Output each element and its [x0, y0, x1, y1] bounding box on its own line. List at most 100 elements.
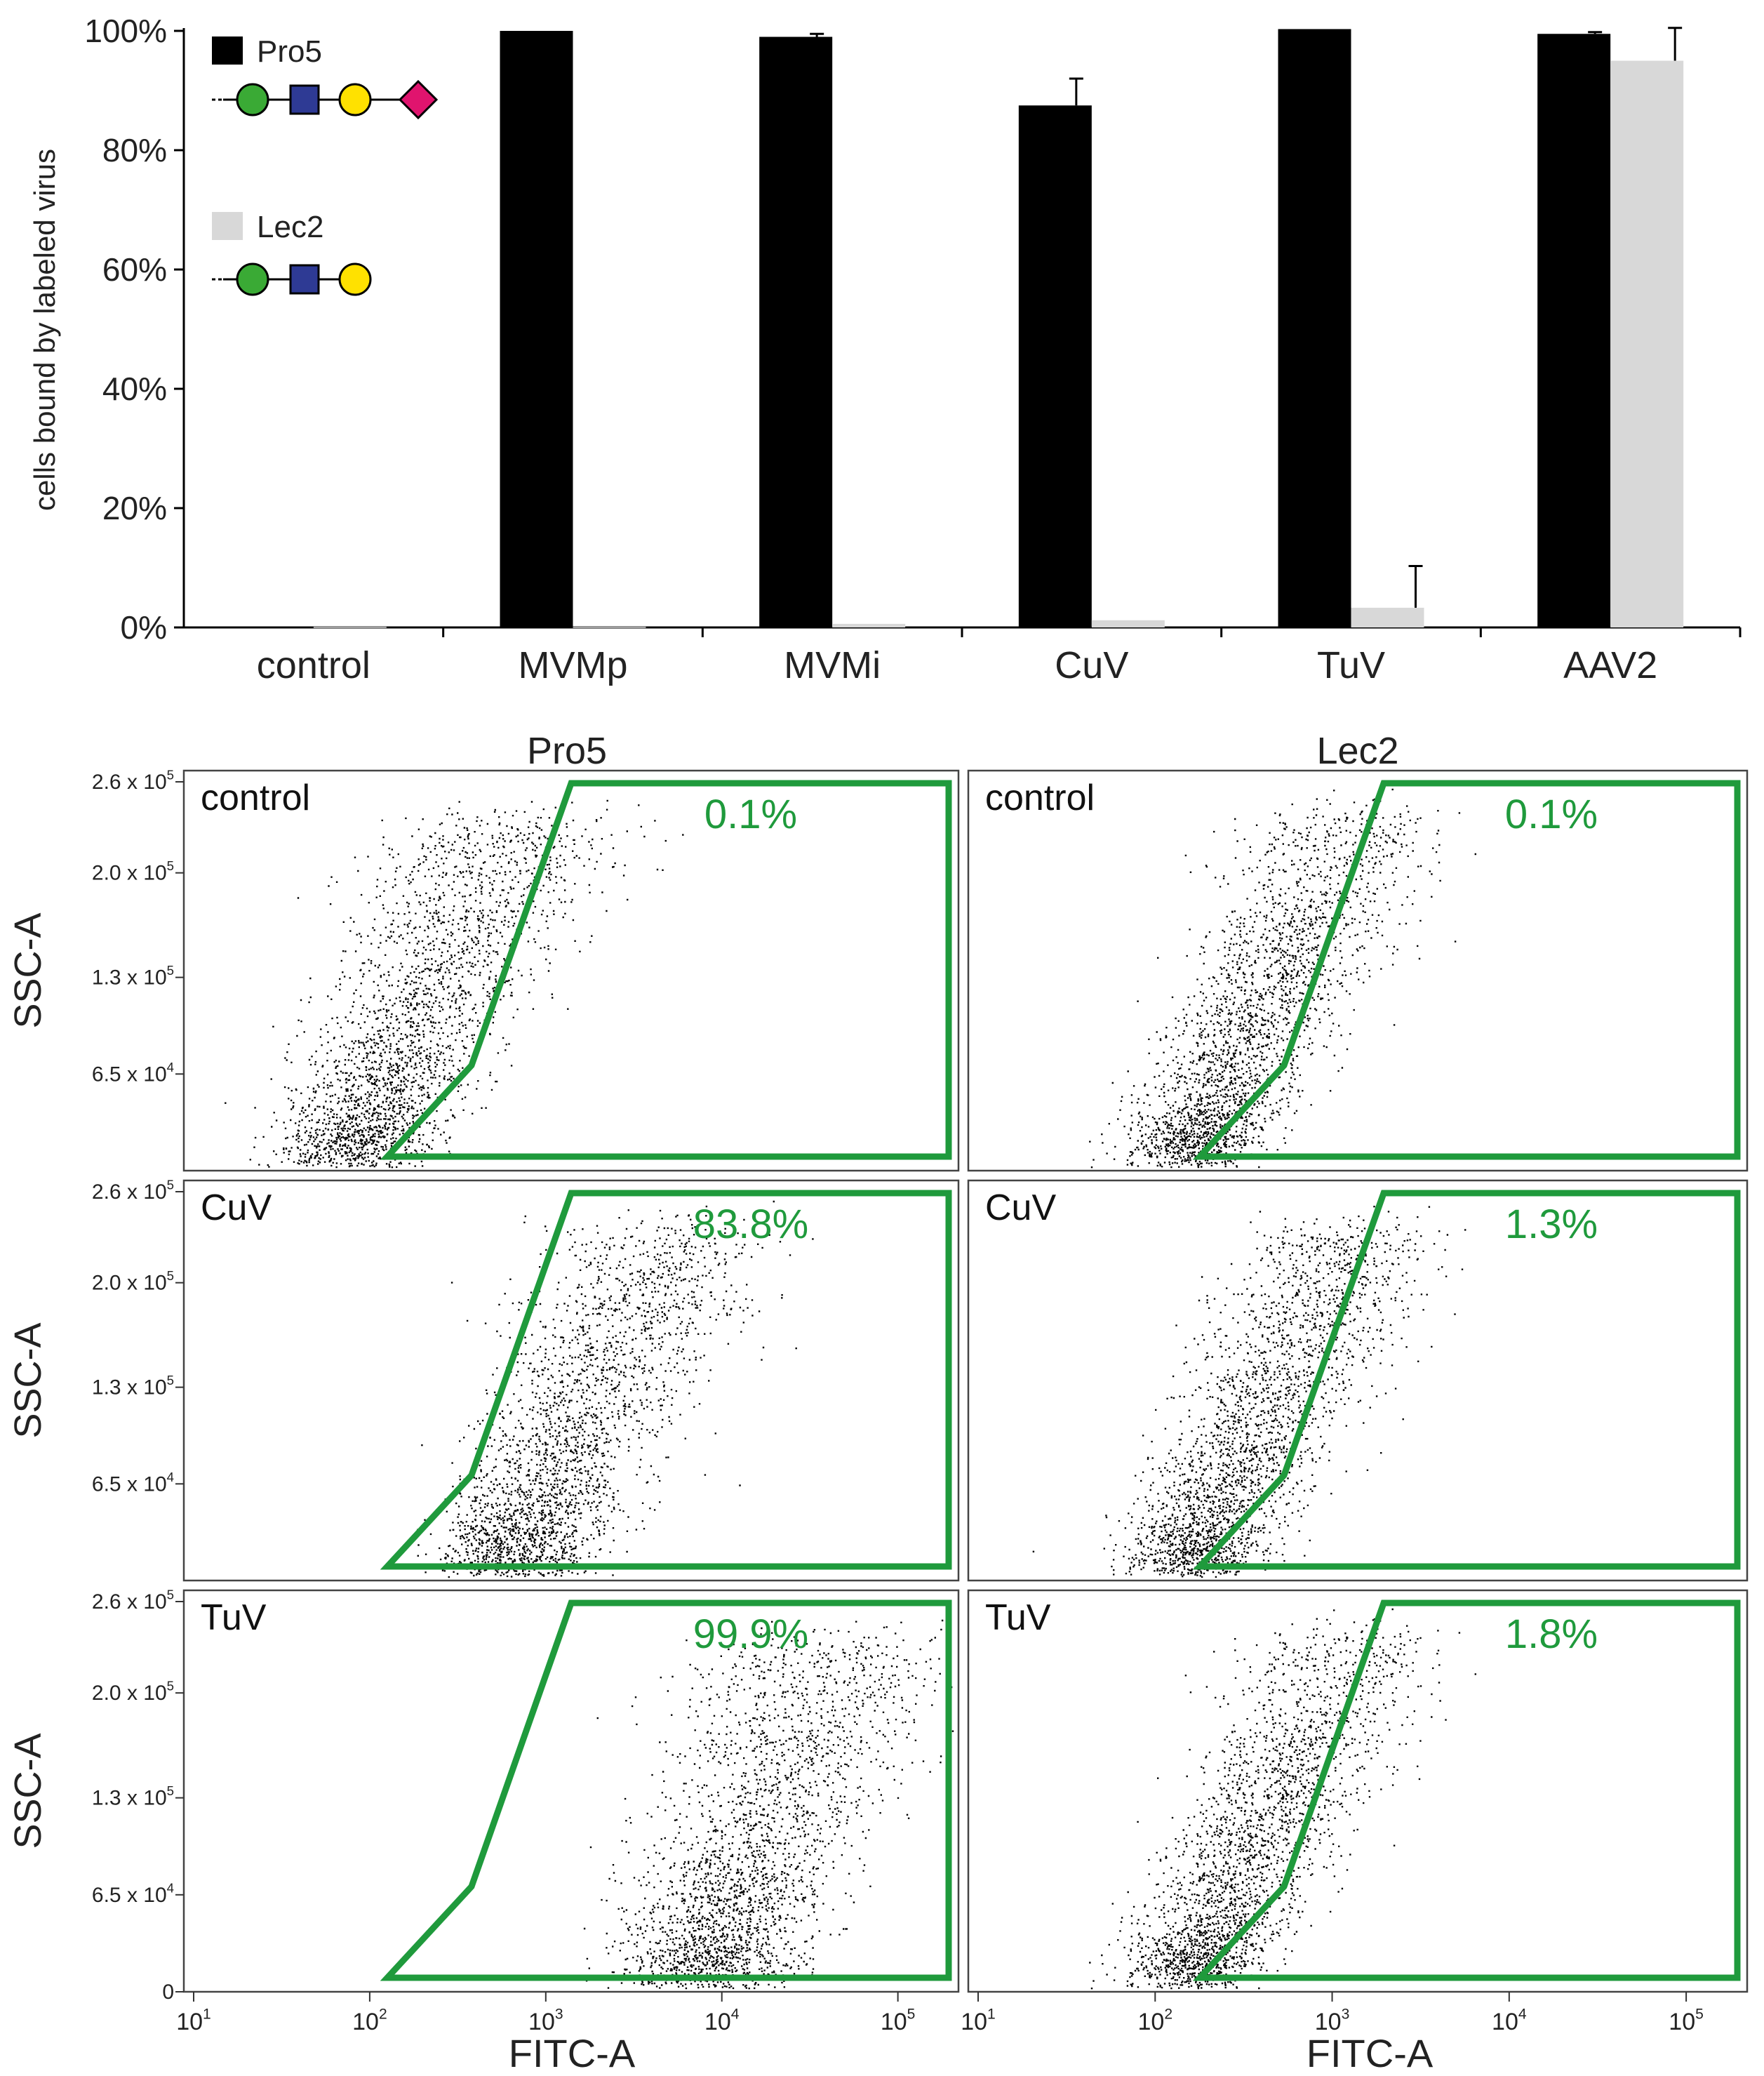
- flow-panel-frame: [967, 769, 1749, 1172]
- flow-y-tick-label: 2.0 x 105: [92, 1679, 174, 1705]
- bar-x-tick-label: TuV: [1317, 644, 1385, 686]
- gate-polygon: [380, 780, 952, 1160]
- gate-percent-label: 1.3%: [1505, 1202, 1598, 1247]
- flow-panel-frame: [182, 1179, 960, 1582]
- flow-y-tick-label: 1.3 x 105: [92, 1783, 174, 1810]
- flow-panels: 0.1% control 0.1% control 83.8% CuV 1.3% CuV 99.…: [182, 769, 1749, 1993]
- column-title-pro5: Pro5: [527, 730, 607, 772]
- glucose-circle-icon: [236, 83, 269, 117]
- lec2-glycan-icon: [212, 262, 372, 296]
- flow-y-tick-label: 6.5 x 104: [92, 1060, 174, 1086]
- flow-y-tick-label: 1.3 x 105: [92, 1373, 174, 1399]
- bar-pro5-control: [240, 627, 314, 628]
- bar-lec2-mvmp: [573, 627, 646, 628]
- glucose-circle-icon: [236, 262, 269, 296]
- bar-marks: [240, 27, 1684, 628]
- flow-panel-control-pro5: 0.1% control: [182, 769, 960, 1172]
- legend-swatch-lec2: [212, 212, 243, 240]
- gate-percent-label: 83.8%: [693, 1202, 808, 1247]
- panel-virus-label: control: [985, 778, 1095, 818]
- scatter-points: [1089, 788, 1476, 1169]
- galactose-circle-icon: [338, 83, 372, 117]
- bar-axes: 0% 20% 40% 60% 80% 100% control MVMp MVMi CuV TuV A…: [84, 13, 1742, 686]
- flow-y-axis-label: SSC-A: [7, 912, 49, 1028]
- bar-y-tick-label: 20%: [102, 490, 167, 526]
- bar-y-tick-label: 40%: [102, 371, 167, 407]
- gate-polygon: [1192, 1190, 1741, 1570]
- bar-pro5-tuv: [1278, 29, 1351, 627]
- flow-panel-frame: [182, 769, 960, 1172]
- flow-x-tick-label: 103: [528, 2007, 563, 2035]
- flow-y-tick-label: 6.5 x 104: [92, 1470, 174, 1496]
- flow-x-tick-label: 105: [881, 2007, 916, 2035]
- bar-x-tick-label: CuV: [1055, 644, 1128, 686]
- legend-swatch-pro5: [212, 36, 243, 65]
- flow-panel-cuv-pro5: 83.8% CuV: [182, 1179, 960, 1582]
- flow-panel-control-lec2: 0.1% control: [967, 769, 1749, 1172]
- panel-virus-label: CuV: [201, 1187, 272, 1228]
- bar-x-tick-label: MVMp: [518, 644, 627, 686]
- gate-percent-label: 1.8%: [1505, 1611, 1598, 1657]
- flow-x-tick-label: 102: [352, 2007, 387, 2035]
- bar-y-tick-label: 60%: [102, 251, 167, 288]
- flow-y-tick-label: 2.6 x 105: [92, 768, 174, 794]
- flow-axes: SSC-A 6.5 x 104 1.3 x 105 2.0 x 105 2.6 x 10…: [7, 768, 1704, 2036]
- bar-y-tick-label: 0%: [121, 609, 167, 646]
- bar-lec2-control: [313, 627, 387, 628]
- bar-y-tick-label: 80%: [102, 132, 167, 168]
- bar-x-tick-label: AAV2: [1563, 644, 1657, 686]
- panel-virus-label: TuV: [985, 1597, 1051, 1638]
- flow-x-tick-label: 105: [1669, 2007, 1704, 2035]
- bar-pro5-mvmi: [759, 36, 833, 627]
- bar-x-tick-label: control: [257, 644, 370, 686]
- flow-x-tick-label: 101: [961, 2007, 996, 2035]
- bar-lec2-tuv: [1351, 607, 1424, 627]
- bar-legend: Pro5 Lec2: [212, 34, 439, 296]
- bar-lec2-mvmi: [832, 623, 906, 627]
- legend-label-pro5: Pro5: [257, 34, 322, 69]
- legend-label-lec2: Lec2: [257, 210, 323, 244]
- glcnac-square-icon: [289, 84, 320, 115]
- panel-virus-label: CuV: [985, 1187, 1056, 1228]
- flow-y-tick-label: 0: [162, 1981, 174, 2004]
- scatter-points: [1089, 1608, 1476, 1990]
- gate-polygon: [1192, 1599, 1741, 1981]
- bar-lec2-aav2: [1610, 60, 1684, 627]
- flow-y-axis-label: SSC-A: [7, 1322, 49, 1438]
- gate-polygon: [380, 1190, 952, 1570]
- bar-pro5-mvmp: [500, 31, 573, 627]
- flow-y-tick-label: 1.3 x 105: [92, 963, 174, 990]
- bar-x-tick-label: MVMi: [784, 644, 881, 686]
- flow-y-tick-label: 2.6 x 105: [92, 1588, 174, 1614]
- bar-pro5-cuv: [1018, 105, 1092, 627]
- flow-y-tick-label: 2.6 x 105: [92, 1178, 174, 1204]
- flow-panel-cuv-lec2: 1.3% CuV: [967, 1179, 1749, 1582]
- sialic-acid-diamond-icon: [398, 79, 439, 120]
- gate-percent-label: 0.1%: [1505, 792, 1598, 837]
- flow-x-tick-label: 101: [176, 2007, 211, 2035]
- flow-x-tick-label: 102: [1137, 2007, 1172, 2035]
- x-axis-label-left: FITC-A: [509, 2031, 636, 2075]
- bar-chart: cells bound by labeled virus 0% 20% 40% 60%…: [28, 13, 1742, 686]
- flow-y-axis-label: SSC-A: [7, 1733, 49, 1849]
- bar-lec2-cuv: [1091, 620, 1165, 627]
- galactose-circle-icon: [338, 262, 372, 296]
- bar-y-axis-label: cells bound by labeled virus: [28, 149, 61, 511]
- flow-panel-frame: [182, 1589, 960, 1993]
- flow-x-tick-label: 104: [1492, 2007, 1527, 2035]
- flow-x-tick-label: 103: [1315, 2007, 1350, 2035]
- flow-y-tick-label: 6.5 x 104: [92, 1880, 174, 1907]
- pro5-glycan-icon: [212, 79, 439, 120]
- flow-y-tick-label: 2.0 x 105: [92, 1268, 174, 1295]
- x-axis-label-right: FITC-A: [1307, 2031, 1434, 2075]
- flow-panel-frame: [967, 1179, 1749, 1582]
- column-title-lec2: Lec2: [1316, 730, 1398, 772]
- flow-x-tick-label: 104: [704, 2007, 740, 2035]
- flow-y-tick-label: 2.0 x 105: [92, 858, 174, 885]
- panel-virus-label: TuV: [201, 1597, 267, 1638]
- flow-panel-tuv-lec2: 1.8% TuV: [967, 1589, 1749, 1993]
- gate-percent-label: 0.1%: [704, 792, 797, 837]
- gate-polygon: [380, 1599, 952, 1981]
- glcnac-square-icon: [289, 264, 320, 295]
